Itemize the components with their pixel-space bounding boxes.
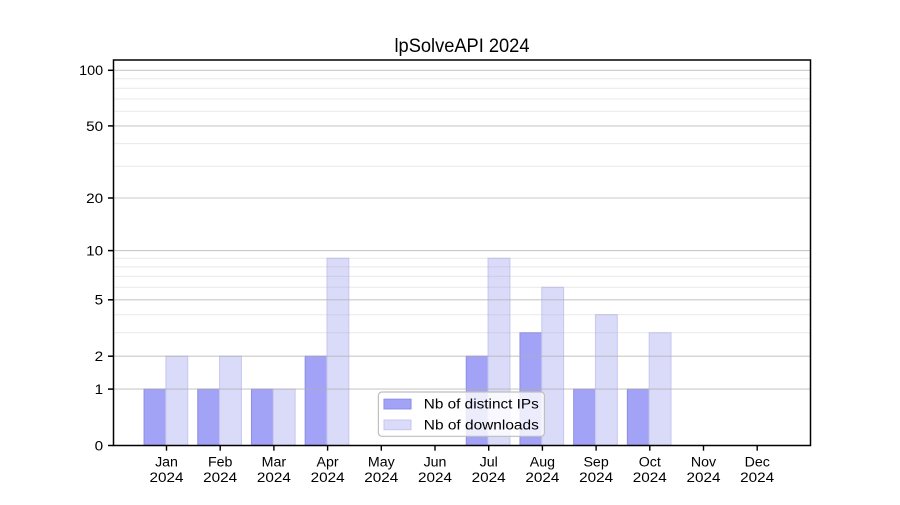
svg-text:20: 20 xyxy=(86,191,103,207)
svg-text:2024: 2024 xyxy=(150,470,184,486)
svg-text:2024: 2024 xyxy=(472,470,506,486)
svg-text:2024: 2024 xyxy=(418,470,452,486)
svg-text:2: 2 xyxy=(95,349,104,365)
svg-text:0: 0 xyxy=(95,438,104,454)
svg-text:Feb: Feb xyxy=(208,454,233,470)
svg-text:2024: 2024 xyxy=(257,470,291,486)
svg-text:2024: 2024 xyxy=(740,470,774,486)
svg-text:1: 1 xyxy=(95,382,104,398)
svg-text:Sep: Sep xyxy=(583,454,608,470)
svg-text:Jan: Jan xyxy=(155,454,178,470)
svg-text:Nb of distinct IPs: Nb of distinct IPs xyxy=(424,397,539,413)
svg-text:5: 5 xyxy=(95,293,104,309)
svg-text:2024: 2024 xyxy=(364,470,398,486)
svg-text:2024: 2024 xyxy=(633,470,667,486)
svg-text:Nov: Nov xyxy=(691,454,717,470)
svg-text:Jun: Jun xyxy=(424,454,447,470)
svg-text:2024: 2024 xyxy=(311,470,345,486)
svg-text:Nb of downloads: Nb of downloads xyxy=(424,418,539,434)
svg-text:Mar: Mar xyxy=(262,454,287,470)
svg-text:10: 10 xyxy=(86,244,103,260)
svg-text:Apr: Apr xyxy=(317,454,339,470)
svg-text:50: 50 xyxy=(86,119,103,135)
svg-text:2024: 2024 xyxy=(203,470,237,486)
svg-text:lpSolveAPI 2024: lpSolveAPI 2024 xyxy=(395,35,530,57)
svg-text:2024: 2024 xyxy=(687,470,721,486)
svg-text:2024: 2024 xyxy=(579,470,613,486)
svg-text:100: 100 xyxy=(79,63,103,79)
svg-text:Jul: Jul xyxy=(480,454,498,470)
svg-text:May: May xyxy=(368,454,396,470)
svg-text:Dec: Dec xyxy=(745,454,770,470)
svg-text:Aug: Aug xyxy=(530,454,555,470)
svg-text:2024: 2024 xyxy=(525,470,559,486)
svg-text:Oct: Oct xyxy=(639,454,661,470)
